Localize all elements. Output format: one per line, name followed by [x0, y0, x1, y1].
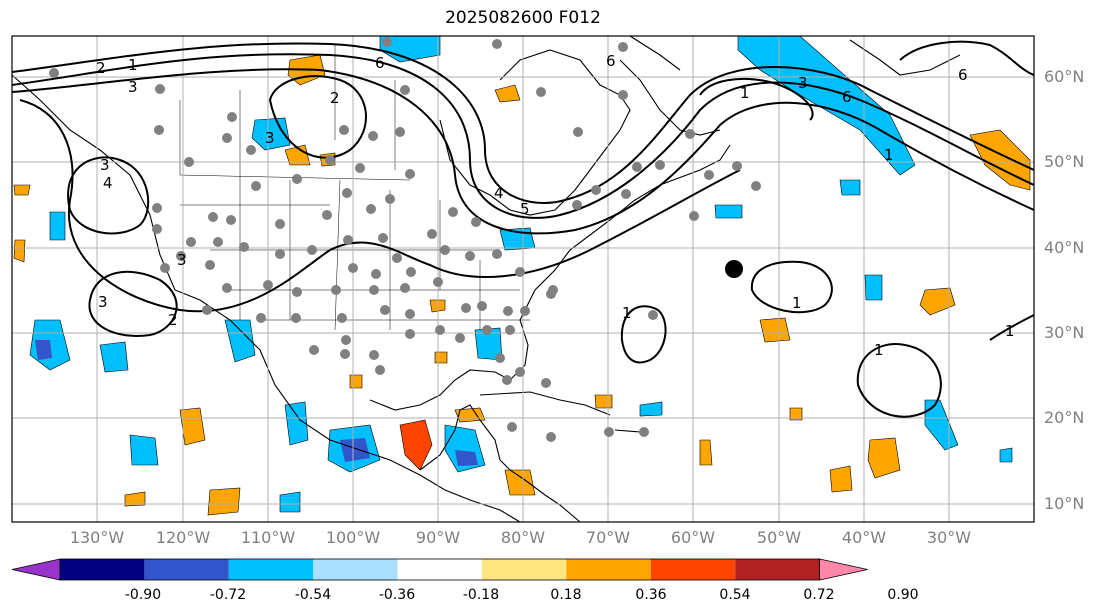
- graticule: [12, 36, 1034, 522]
- colorbar-label: 0.54: [719, 587, 751, 603]
- colorbar-label: -0.54: [294, 587, 332, 603]
- colorbar: [11, 558, 868, 581]
- lon-label-60w: 60°W: [670, 528, 716, 547]
- colorbar-label: -0.72: [209, 587, 247, 603]
- lon-label-50w: 50°W: [756, 528, 802, 547]
- lon-label-80w: 80°W: [500, 528, 546, 547]
- contour-label-1b: 1: [740, 84, 750, 102]
- contour-label-1c: 1: [884, 146, 894, 164]
- lon-label-90w: 90°W: [415, 528, 461, 547]
- lon-label-130w: 130°W: [69, 528, 125, 547]
- strong-positive-shading: [399, 419, 433, 471]
- lat-label-20n: 20°N: [1044, 408, 1085, 427]
- contour-label-3b: 3: [100, 156, 110, 174]
- colorbar-segment: [60, 559, 145, 580]
- colorbar-segment: [397, 559, 482, 580]
- contour-label-3d: 3: [177, 251, 187, 269]
- contour-label-3e: 3: [798, 74, 808, 92]
- contour-label-1f: 1: [874, 341, 884, 359]
- contour-lines: [11, 40, 1035, 418]
- map-frame: [11, 35, 1035, 523]
- contour-label-2c: 2: [330, 89, 340, 107]
- contour-label-1d: 1: [622, 304, 632, 322]
- lon-label-30w: 30°W: [926, 528, 972, 547]
- colorbar-extend-min: [11, 558, 61, 581]
- lon-label-40w: 40°W: [841, 528, 887, 547]
- colorbar-label: 0.72: [803, 587, 835, 603]
- contour-label-3c: 3: [98, 293, 108, 311]
- contour-label-6c: 6: [842, 88, 852, 106]
- contour-label-2: 2: [96, 59, 106, 77]
- lat-label-30n: 30°N: [1044, 323, 1085, 342]
- colorbar-label: 0.90: [887, 587, 919, 603]
- lon-label-70w: 70°W: [585, 528, 631, 547]
- lat-label-10n: 10°N: [1044, 494, 1085, 513]
- colorbar-segment: [566, 559, 651, 580]
- colorbar-label: 0.18: [550, 587, 582, 603]
- colorbar-segment: [650, 559, 736, 580]
- colorbar-segment: [144, 559, 229, 580]
- lon-label-100w: 100°W: [325, 528, 381, 547]
- lat-label-50n: 50°N: [1044, 152, 1085, 171]
- contour-label-1: 1: [128, 56, 138, 74]
- contour-label-5: 5: [520, 200, 530, 218]
- colorbar-label: -0.18: [462, 587, 500, 603]
- contour-label-6: 6: [375, 54, 385, 72]
- contour-label-6b: 6: [606, 52, 616, 70]
- negative-shading: [29, 35, 1013, 513]
- map-title: 2025082600 F012: [445, 8, 601, 28]
- reference-point: [725, 260, 743, 278]
- colorbar-segment: [482, 559, 567, 580]
- colorbar-extend-max: [819, 558, 868, 581]
- lon-label-120w: 120°W: [155, 528, 211, 547]
- station-dots: [49, 37, 761, 442]
- colorbar-label: 0.36: [635, 587, 667, 603]
- colorbar-segment: [313, 559, 398, 580]
- contour-label-4: 4: [103, 174, 113, 192]
- colorbar-segment: [735, 559, 820, 580]
- contour-label-4b: 4: [494, 184, 504, 202]
- colorbar-label: -0.90: [124, 587, 162, 603]
- contour-label-6d: 6: [958, 66, 968, 84]
- contour-label-3f: 3: [265, 129, 275, 147]
- colorbar-segment: [228, 559, 314, 580]
- lon-label-110w: 110°W: [240, 528, 296, 547]
- contour-label-3: 3: [128, 78, 138, 96]
- lat-label-60n: 60°N: [1044, 67, 1085, 86]
- contour-label-2b: 2: [168, 311, 178, 329]
- contour-label-1g: 1: [1005, 322, 1015, 340]
- colorbar-outline: [59, 558, 820, 581]
- lat-label-40n: 40°N: [1044, 238, 1085, 257]
- strong-negative-shading: [35, 340, 478, 466]
- contour-label-1e: 1: [792, 294, 802, 312]
- colorbar-label: -0.36: [378, 587, 416, 603]
- contour-value-labels: 2 1 3 6 6 6 6 3 4 3 2 3 1 3 1 1 1 1 1 4 …: [96, 52, 1015, 359]
